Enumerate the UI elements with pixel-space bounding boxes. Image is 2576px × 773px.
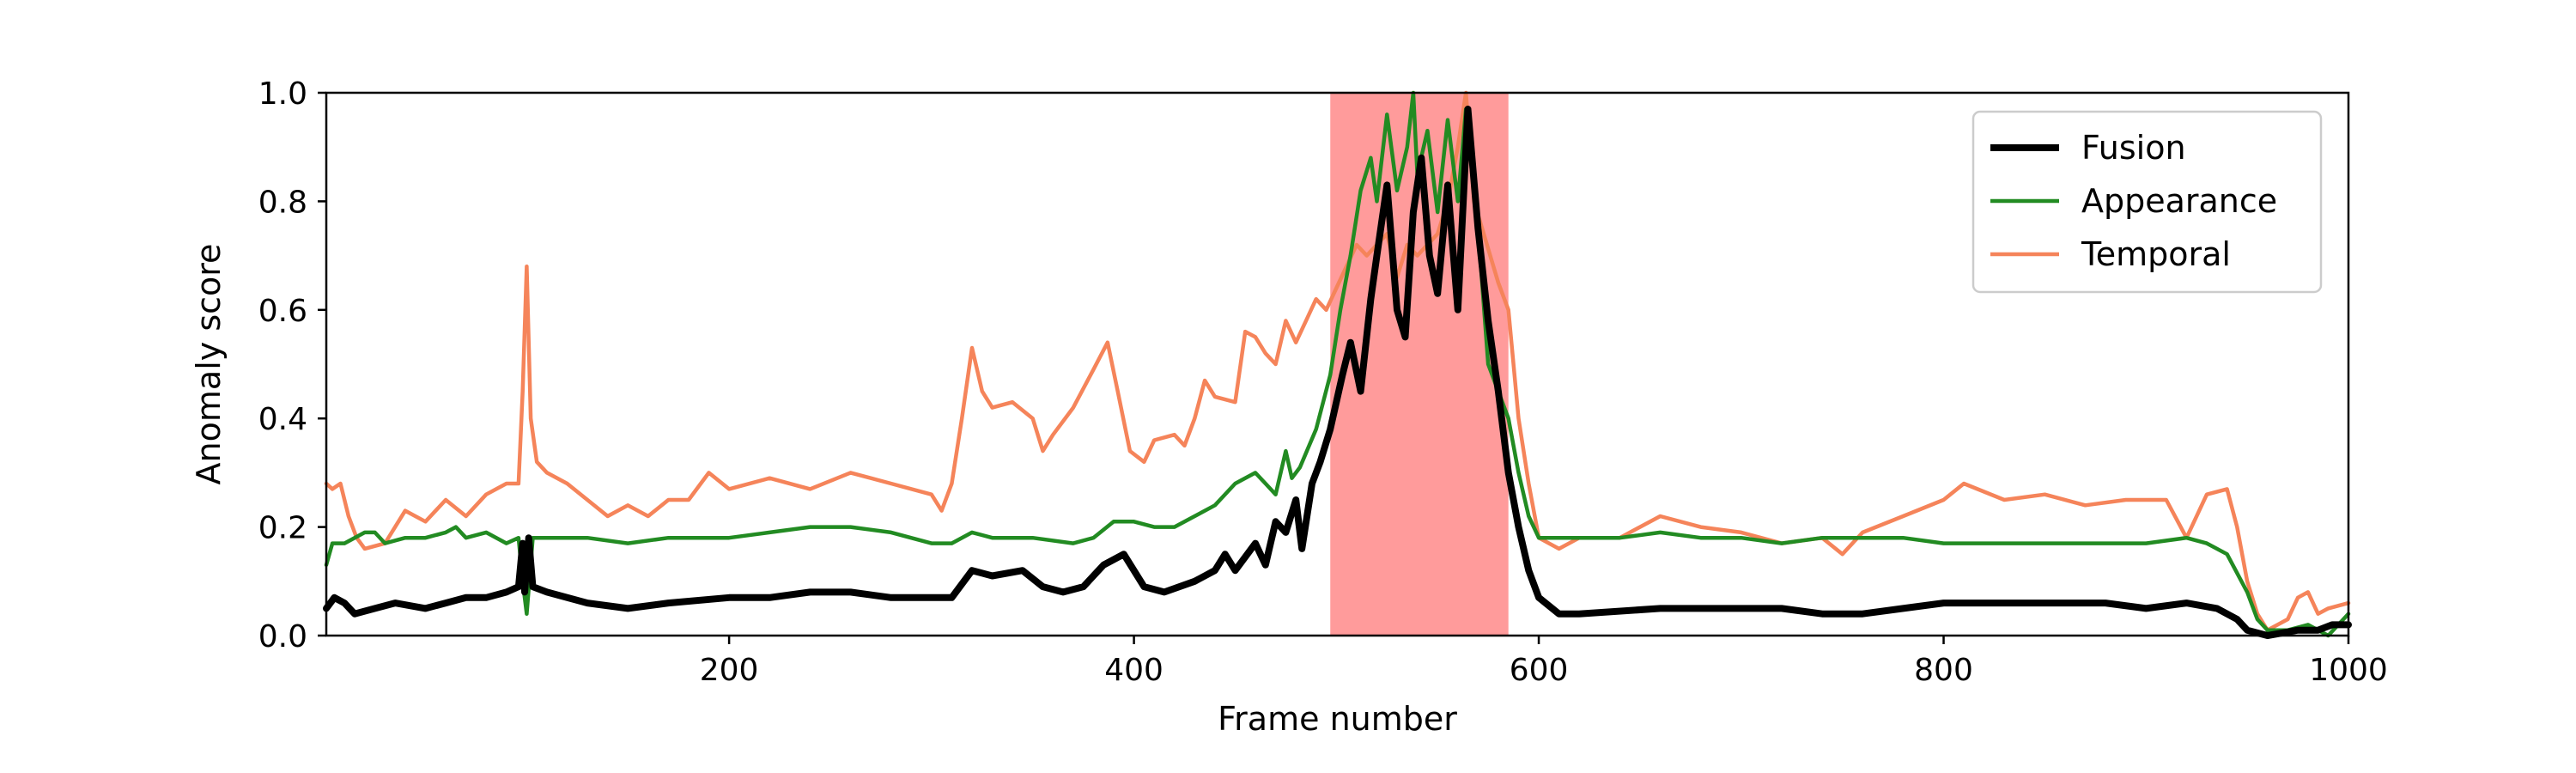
x-axis: 200 400 600 800 1000 xyxy=(700,636,2388,688)
x-axis-label: Frame number xyxy=(1218,700,1457,738)
y-tick-label: 1.0 xyxy=(258,76,307,112)
plot-frame xyxy=(325,91,2350,637)
y-tick-label: 0.4 xyxy=(258,402,307,437)
legend-label-appearance: Appearance xyxy=(2081,182,2277,220)
x-tick-label: 800 xyxy=(1914,653,1973,688)
series-layer xyxy=(323,90,2352,639)
y-tick-label: 0.0 xyxy=(258,619,307,654)
legend-label-temporal: Temporal xyxy=(2081,235,2231,273)
x-tick-label: 600 xyxy=(1510,653,1569,688)
series-line-fusion xyxy=(323,106,2352,639)
y-tick-label: 0.8 xyxy=(258,185,307,220)
legend-label-fusion: Fusion xyxy=(2081,129,2186,167)
x-tick-label: 1000 xyxy=(2309,653,2388,688)
legend-box xyxy=(1971,110,2323,294)
legend: Fusion Appearance Temporal xyxy=(1971,110,2323,294)
y-axis: 0.0 0.2 0.4 0.6 0.8 1.0 xyxy=(258,76,326,654)
y-tick-label: 0.6 xyxy=(258,294,307,329)
y-axis-label: Anomaly score xyxy=(190,244,228,485)
y-tick-label: 0.2 xyxy=(258,511,307,546)
x-tick-label: 200 xyxy=(700,653,759,688)
x-tick-label: 400 xyxy=(1104,653,1163,688)
series-line-temporal xyxy=(324,90,2351,632)
